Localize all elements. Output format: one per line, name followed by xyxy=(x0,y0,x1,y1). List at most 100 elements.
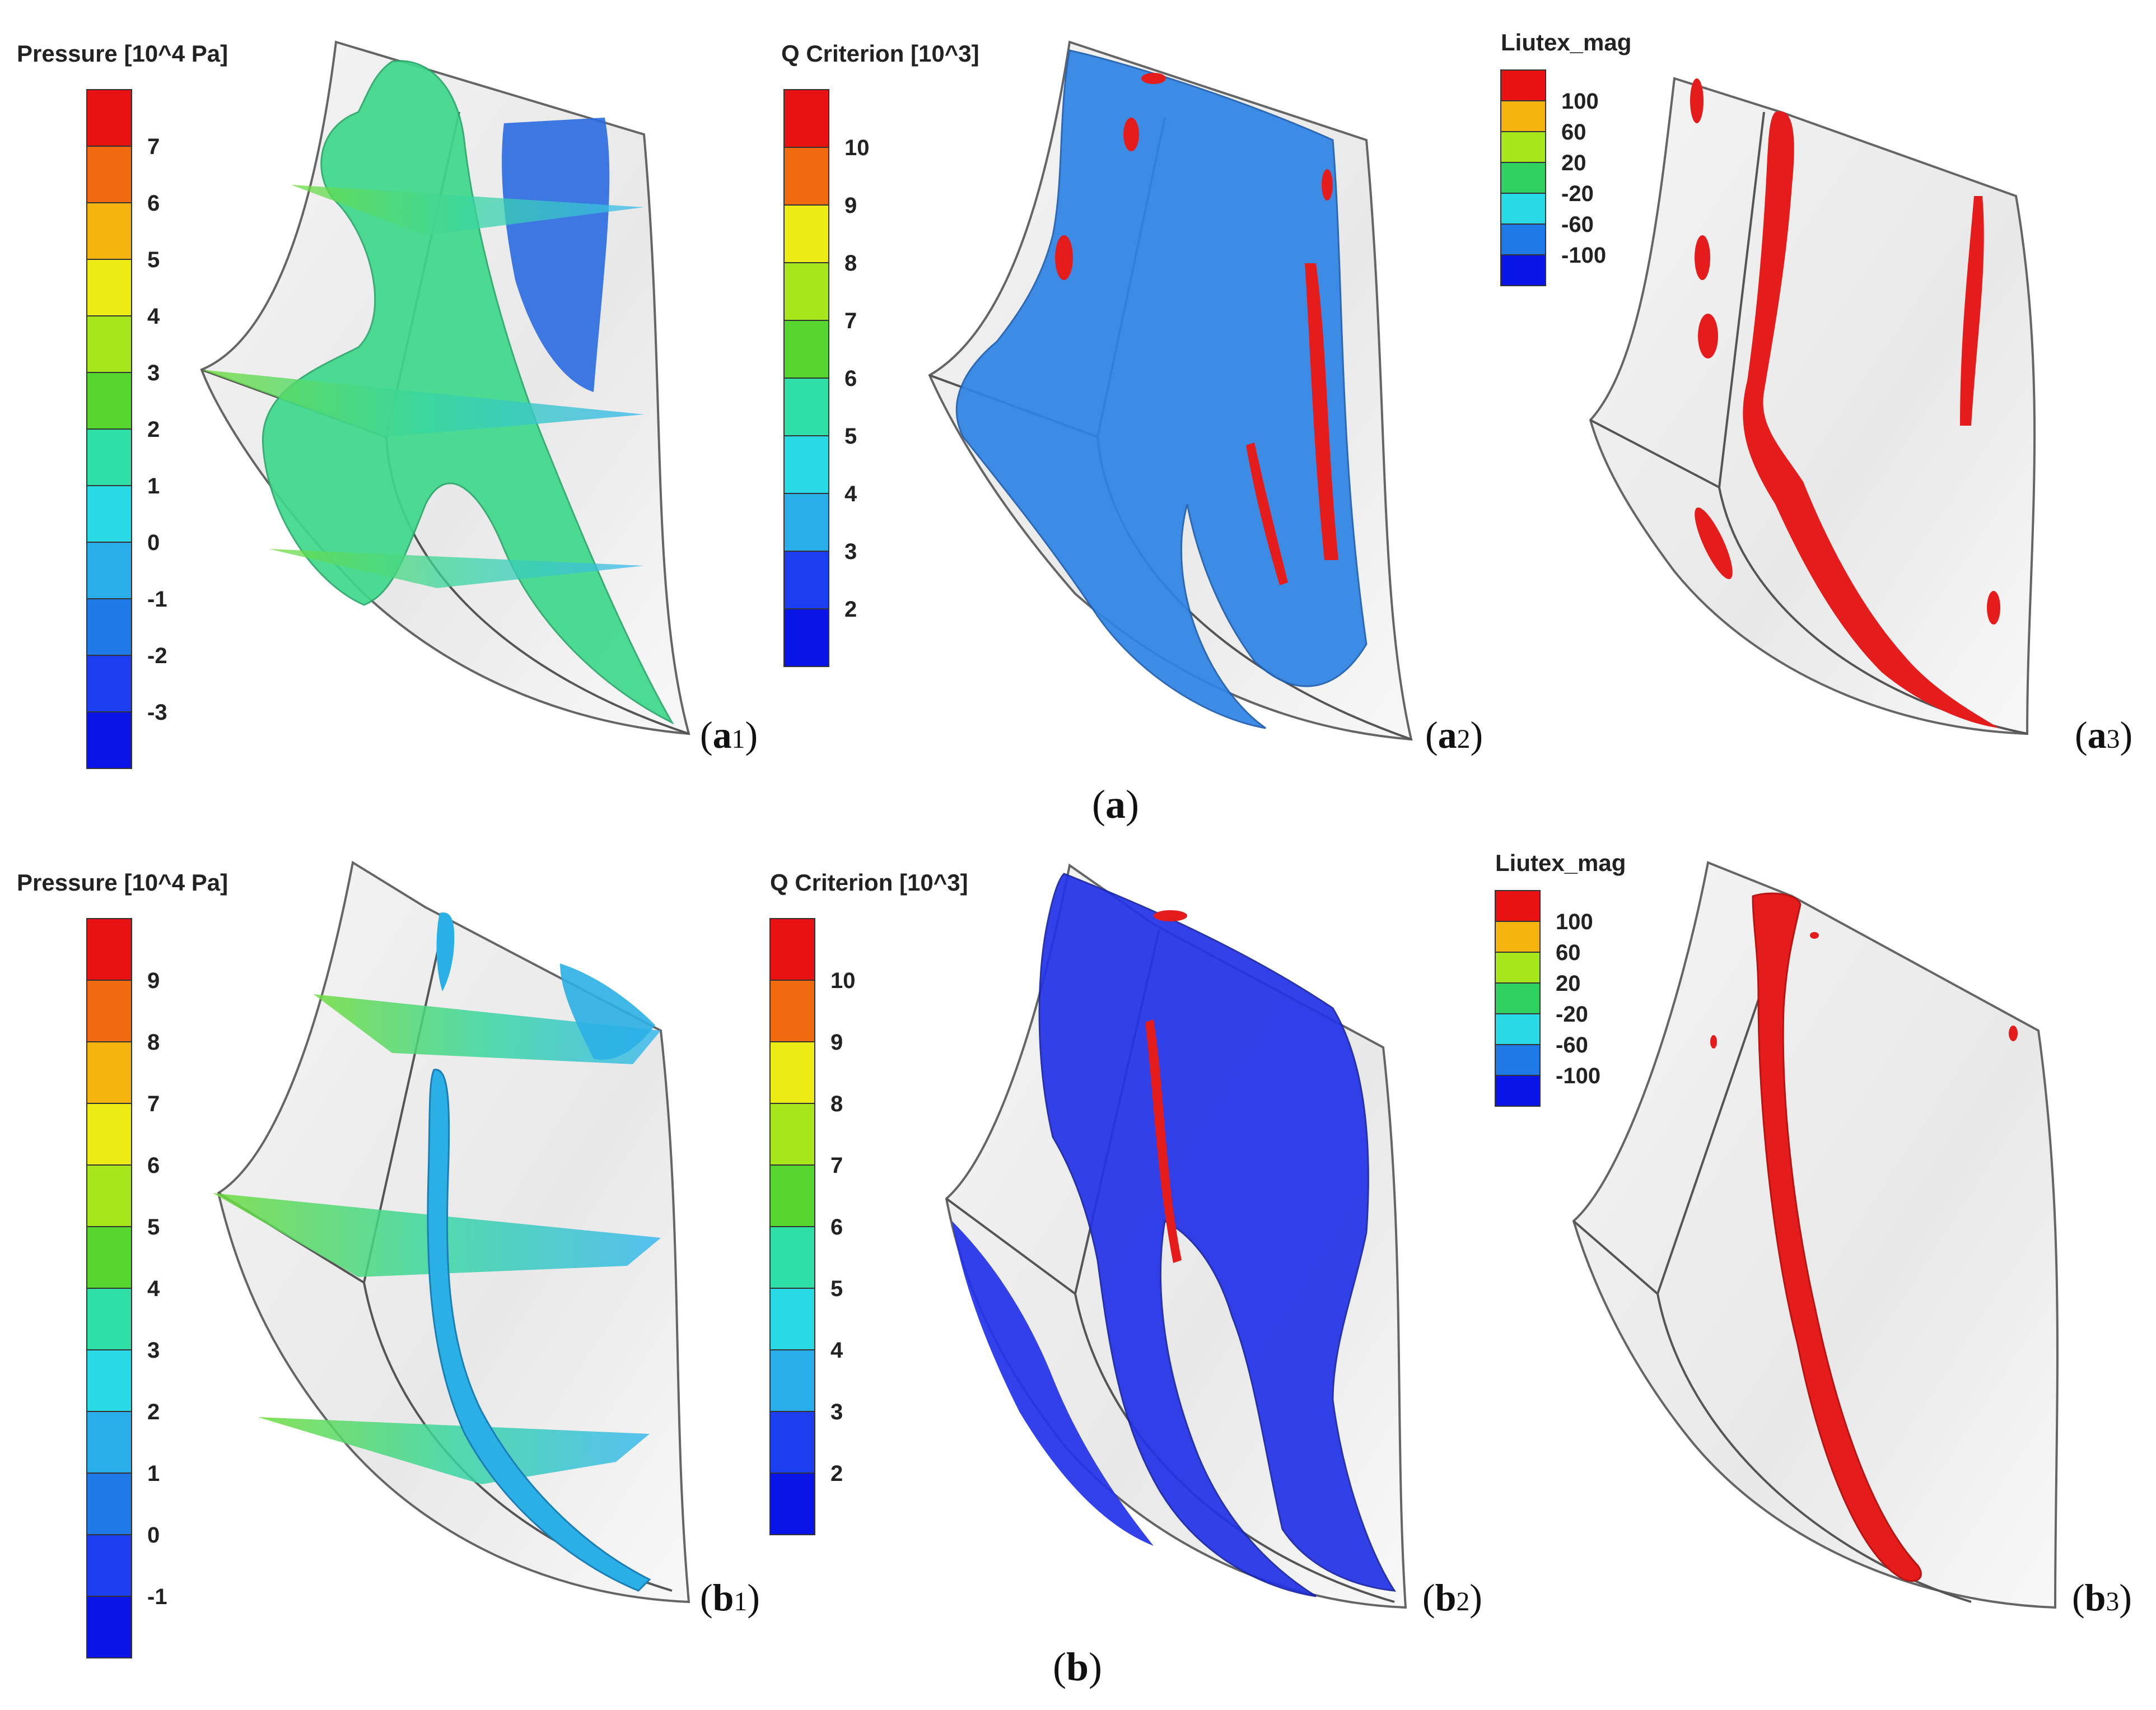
colorbar-liutex-b-tick-label: -60 xyxy=(1556,1033,1588,1057)
colorbar-pressure-b-tick-label: -1 xyxy=(147,1585,167,1609)
colorbar-liutex-b-band xyxy=(1495,952,1541,984)
colorbar-liutex-b-band xyxy=(1495,1044,1541,1076)
colorbar-pressure-a-band xyxy=(86,598,132,656)
legend-title-liutex-a: Liutex_mag xyxy=(1501,29,1631,55)
colorbar-pressure-b-tick-label: 7 xyxy=(147,1092,160,1116)
panel-a3: Liutex_mag 100 60 20 -20 -60 -100 (a3) xyxy=(1500,29,2132,756)
colorbar-liutex-a-tick-label: -20 xyxy=(1561,181,1594,206)
colorbar-pressure-b-tick-label: 1 xyxy=(147,1461,160,1486)
panel-b1: Pressure [10^4 Pa] 9 8 7 6 5 4 3 2 1 0 -1 (b1) xyxy=(17,860,760,1658)
colorbar-q-b: 10 9 8 7 6 5 4 3 2 xyxy=(769,918,856,1535)
colorbar-pressure-a-tick-label: 7 xyxy=(147,134,160,159)
colorbar-liutex-a-band xyxy=(1500,69,1546,101)
colorbar-q-a-band xyxy=(783,320,829,379)
colorbar-liutex-a: 100 60 20 -20 -60 -100 xyxy=(1500,69,1606,286)
q-isosurface-b2 xyxy=(952,873,1397,1597)
colorbar-liutex-a-band xyxy=(1500,223,1546,255)
colorbar-pressure-b-tick-label: 0 xyxy=(147,1523,160,1548)
colorbar-liutex-b-tick-label: 60 xyxy=(1556,940,1581,965)
colorbar-liutex-a-band xyxy=(1500,162,1546,194)
colorbar-pressure-b: 9 8 7 6 5 4 3 2 1 0 -1 xyxy=(86,918,167,1658)
colorbar-q-b-band xyxy=(769,980,815,1042)
colorbar-pressure-a-band xyxy=(86,542,132,599)
colorbar-pressure-b-band xyxy=(86,1473,132,1535)
colorbar-q-a-band xyxy=(783,262,829,321)
colorbar-q-b-tick-label: 10 xyxy=(830,968,856,993)
colorbar-pressure-a-band xyxy=(86,202,132,260)
q-isosurface-a2 xyxy=(955,49,1368,729)
colorbar-q-b-tick-label: 9 xyxy=(830,1030,843,1055)
colorbar-q-b-band xyxy=(769,1473,815,1535)
colorbar-pressure-b-tick-label: 4 xyxy=(147,1276,160,1301)
colorbar-pressure-b-tick-label: 9 xyxy=(147,968,160,993)
colorbar-q-a-tick-label: 4 xyxy=(844,482,857,506)
colorbar-q-a-tick-label: 7 xyxy=(844,309,857,333)
colorbar-pressure-b-tick-label: 8 xyxy=(147,1030,160,1055)
colorbar-pressure-b-band xyxy=(86,918,132,981)
colorbar-pressure-b-band xyxy=(86,1288,132,1350)
colorbar-pressure-a-tick-label: 4 xyxy=(147,304,160,329)
colorbar-pressure-b-band xyxy=(86,980,132,1042)
legend-title-pressure-a: Pressure [10^4 Pa] xyxy=(17,40,228,67)
colorbar-q-b-band xyxy=(769,1288,815,1350)
colorbar-pressure-a-tick-label: 2 xyxy=(147,417,160,442)
legend-title-q-b: Q Criterion [10^3] xyxy=(770,869,968,896)
colorbar-q-a-band xyxy=(783,551,829,609)
colorbar-pressure-a-band xyxy=(86,89,132,147)
colorbar-pressure-a-band xyxy=(86,711,132,769)
colorbar-q-a-tick-label: 3 xyxy=(844,539,857,564)
colorbar-liutex-b-band xyxy=(1495,1013,1541,1045)
colorbar-q-a-band xyxy=(783,493,829,552)
colorbar-liutex-b: 100 60 20 -20 -60 -100 xyxy=(1495,890,1600,1107)
colorbar-pressure-a-tick-label: 6 xyxy=(147,191,160,216)
panel-label-b2: (b2) xyxy=(1422,1576,1482,1619)
panel-label-a3: (a3) xyxy=(2075,714,2132,756)
panel-label-a2: (a2) xyxy=(1425,714,1483,756)
colorbar-pressure-a-band xyxy=(86,428,132,486)
colorbar-q-a-tick-label: 10 xyxy=(844,136,870,160)
colorbar-liutex-a-band xyxy=(1500,193,1546,225)
colorbar-liutex-a-tick-label: 100 xyxy=(1561,89,1599,114)
colorbar-q-b-tick-label: 7 xyxy=(830,1153,843,1178)
liutex-vortex-a3 xyxy=(1690,78,2000,728)
panel-b3: Liutex_mag 100 60 20 -20 -60 -100 (b3) xyxy=(1495,850,2132,1619)
panel-a2: Q Criterion [10^3] 10 9 8 7 6 5 4 3 2 (a2) xyxy=(781,40,1483,756)
colorbar-q-b-band xyxy=(769,1164,815,1227)
colorbar-q-b-tick-label: 3 xyxy=(830,1400,843,1424)
colorbar-pressure-b-tick-label: 2 xyxy=(147,1400,160,1424)
colorbar-pressure-a-tick-label: 3 xyxy=(147,361,160,385)
colorbar-q-a-band xyxy=(783,435,829,494)
colorbar-q-a-band xyxy=(783,608,829,667)
colorbar-liutex-b-tick-label: 20 xyxy=(1556,971,1581,996)
colorbar-q-b-band xyxy=(769,1226,815,1289)
panel-b2: Q Criterion [10^3] 10 9 8 7 6 5 4 3 2 (b2) xyxy=(769,863,1482,1619)
colorbar-q-a-tick-label: 5 xyxy=(844,424,857,449)
colorbar-q-a-tick-label: 8 xyxy=(844,251,857,276)
colorbar-q-a-band xyxy=(783,89,829,148)
colorbar-liutex-b-tick-label: 100 xyxy=(1556,910,1593,934)
colorbar-pressure-b-band xyxy=(86,1411,132,1474)
colorbar-pressure-b-band xyxy=(86,1164,132,1227)
colorbar-pressure-a-tick-label: -1 xyxy=(147,587,167,612)
colorbar-q-b-band xyxy=(769,1411,815,1474)
colorbar-liutex-b-band xyxy=(1495,982,1541,1014)
colorbar-pressure-a-tick-label: -3 xyxy=(147,700,167,725)
colorbar-q-b-tick-label: 4 xyxy=(830,1338,843,1363)
panel-label-b3: (b3) xyxy=(2072,1576,2132,1619)
colorbar-pressure-b-tick-label: 6 xyxy=(147,1153,160,1178)
colorbar-liutex-a-band xyxy=(1500,100,1546,132)
colorbar-q-b-tick-label: 2 xyxy=(830,1461,843,1486)
colorbar-q-a: 10 9 8 7 6 5 4 3 2 xyxy=(783,89,870,667)
colorbar-q-a-band xyxy=(783,204,829,263)
colorbar-q-a-band xyxy=(783,378,829,436)
colorbar-pressure-a-band xyxy=(86,485,132,543)
colorbar-pressure-a: 7 6 5 4 3 2 1 0 -1 -2 -3 xyxy=(86,89,167,769)
colorbar-pressure-b-band xyxy=(86,1226,132,1289)
blade-domain-b3 xyxy=(1572,861,2059,1609)
colorbar-q-a-tick-label: 9 xyxy=(844,193,857,218)
liutex-vortex-b3 xyxy=(1710,892,2018,1582)
legend-title-q-a: Q Criterion [10^3] xyxy=(781,40,979,67)
colorbar-q-b-tick-label: 8 xyxy=(830,1092,843,1116)
colorbar-liutex-a-band xyxy=(1500,131,1546,163)
colorbar-pressure-a-band xyxy=(86,372,132,430)
